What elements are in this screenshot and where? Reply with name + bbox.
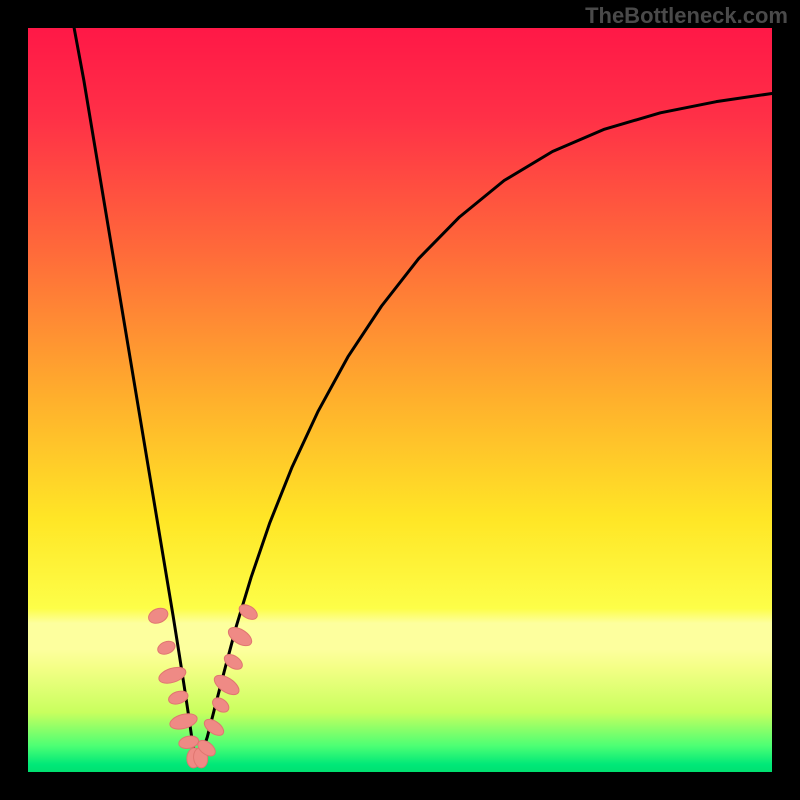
curve-marker: [237, 602, 260, 623]
marker-group: [146, 602, 260, 769]
bottleneck-curve: [74, 28, 772, 759]
plot-area: [28, 28, 772, 772]
curve-marker: [146, 606, 170, 626]
chart-frame: TheBottleneck.com: [0, 0, 800, 800]
curve-marker: [211, 671, 242, 698]
chart-svg: [28, 28, 772, 772]
curve-marker: [168, 711, 199, 732]
curve-marker: [202, 716, 227, 738]
watermark-text: TheBottleneck.com: [585, 3, 788, 29]
curve-marker: [156, 639, 177, 657]
